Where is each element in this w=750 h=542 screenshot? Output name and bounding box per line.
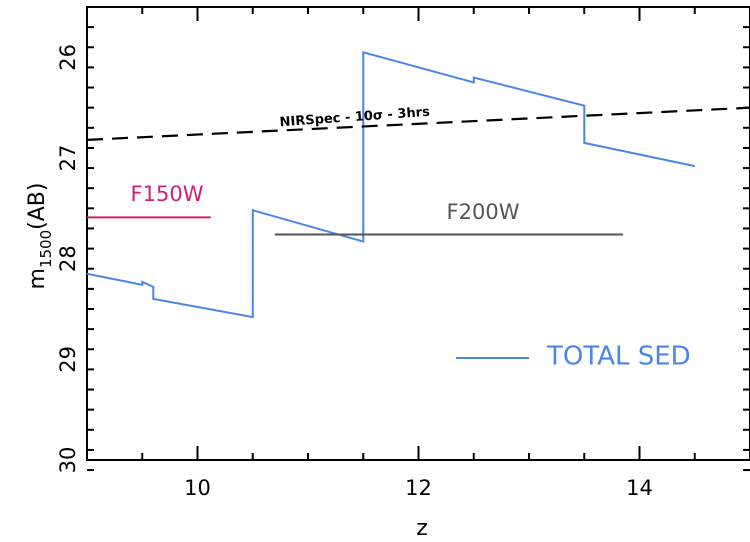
y-axis-label: m1500(AB) — [25, 183, 55, 290]
x-tick-label: 14 — [626, 476, 653, 500]
x-tick-label: 12 — [405, 476, 432, 500]
y-axis-label-base: m — [25, 268, 50, 289]
series-total-sed — [86, 50, 696, 319]
f150w-label: F150W — [131, 182, 204, 206]
series-nirspec-10-3hrs — [86, 106, 750, 141]
y-tick-label: 26 — [56, 44, 80, 71]
nirspec-label: NIRSpec - 10σ - 3hrs — [279, 105, 430, 130]
axis-ticks — [86, 6, 750, 472]
f200w-label: F200W — [447, 200, 520, 224]
y-tick-label: 27 — [56, 145, 80, 172]
y-tick-label: 30 — [56, 447, 80, 474]
x-tick-label: 10 — [184, 476, 211, 500]
y-axis-label-subscript: 1500 — [37, 230, 55, 268]
y-tick-label: 28 — [56, 245, 80, 272]
axis-tick-labels: 10 12 14 26 27 28 29 30 — [56, 44, 653, 500]
x-axis-label: z — [416, 516, 428, 541]
y-tick-label: 29 — [56, 346, 80, 373]
series-layer — [86, 50, 750, 319]
legend-label-total-sed: TOTAL SED — [546, 342, 691, 372]
y-axis-label-suffix: (AB) — [25, 183, 50, 230]
